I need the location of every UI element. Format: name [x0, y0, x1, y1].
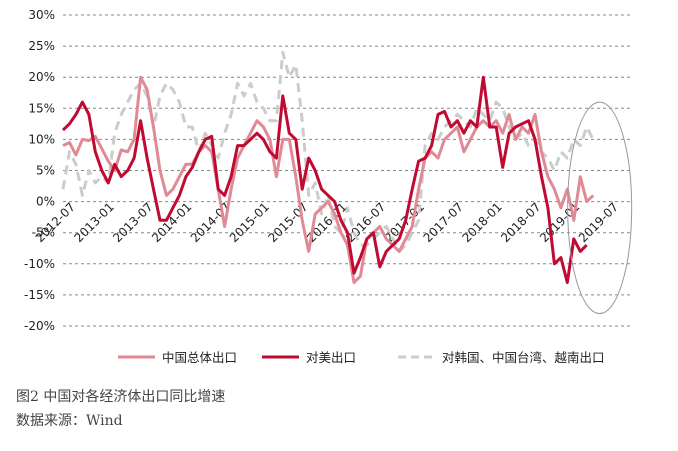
x-tick-label: 2017-07: [421, 200, 466, 245]
y-axis-ticks: -20% -15% -10% -5% 0% 5% 10% 15% 20% 25% 30%: [24, 8, 55, 333]
x-tick-label: 2019-07: [576, 200, 621, 245]
legend: 中国总体出口 对美出口 对韩国、中国台湾、越南出口: [118, 350, 605, 365]
y-tick-label: -20%: [24, 319, 55, 333]
x-tick-label: 2013-07: [110, 200, 155, 245]
legend-label-asia: 对韩国、中国台湾、越南出口: [442, 350, 605, 365]
figure-caption: 图2 中国对各经济体出口同比增速: [16, 389, 226, 405]
x-tick-label: 2018-01: [459, 200, 504, 245]
y-tick-label: -10%: [24, 257, 55, 271]
y-tick-label: 10%: [28, 132, 55, 146]
y-tick-label: 30%: [28, 8, 55, 22]
y-tick-label: 5%: [36, 164, 55, 178]
y-tick-label: 20%: [28, 70, 55, 84]
x-tick-label: 2018-07: [498, 200, 543, 245]
legend-label-us: 对美出口: [306, 350, 356, 365]
x-tick-label: 2015-01: [227, 200, 272, 245]
source-note: 数据来源：Wind: [16, 413, 123, 429]
legend-label-total: 中国总体出口: [162, 350, 237, 365]
series-line: [61, 75, 588, 284]
y-tick-label: -15%: [24, 288, 55, 302]
y-tick-label: 25%: [28, 39, 55, 53]
highlight-ellipse: [567, 101, 633, 315]
chart-canvas: -20% -15% -10% -5% 0% 5% 10% 15% 20% 25% 30% 2012-…: [24, 8, 633, 365]
series-line: [62, 75, 595, 284]
y-tick-label: 0%: [36, 195, 55, 209]
y-tick-label: -5%: [32, 226, 55, 240]
series-line: [61, 50, 595, 253]
x-axis-ticks: 2012-072013-012013-072014-012014-072015-…: [33, 200, 621, 245]
x-tick-label: 2013-01: [71, 200, 116, 245]
y-tick-label: 15%: [28, 101, 55, 115]
series-lines: [61, 50, 595, 284]
